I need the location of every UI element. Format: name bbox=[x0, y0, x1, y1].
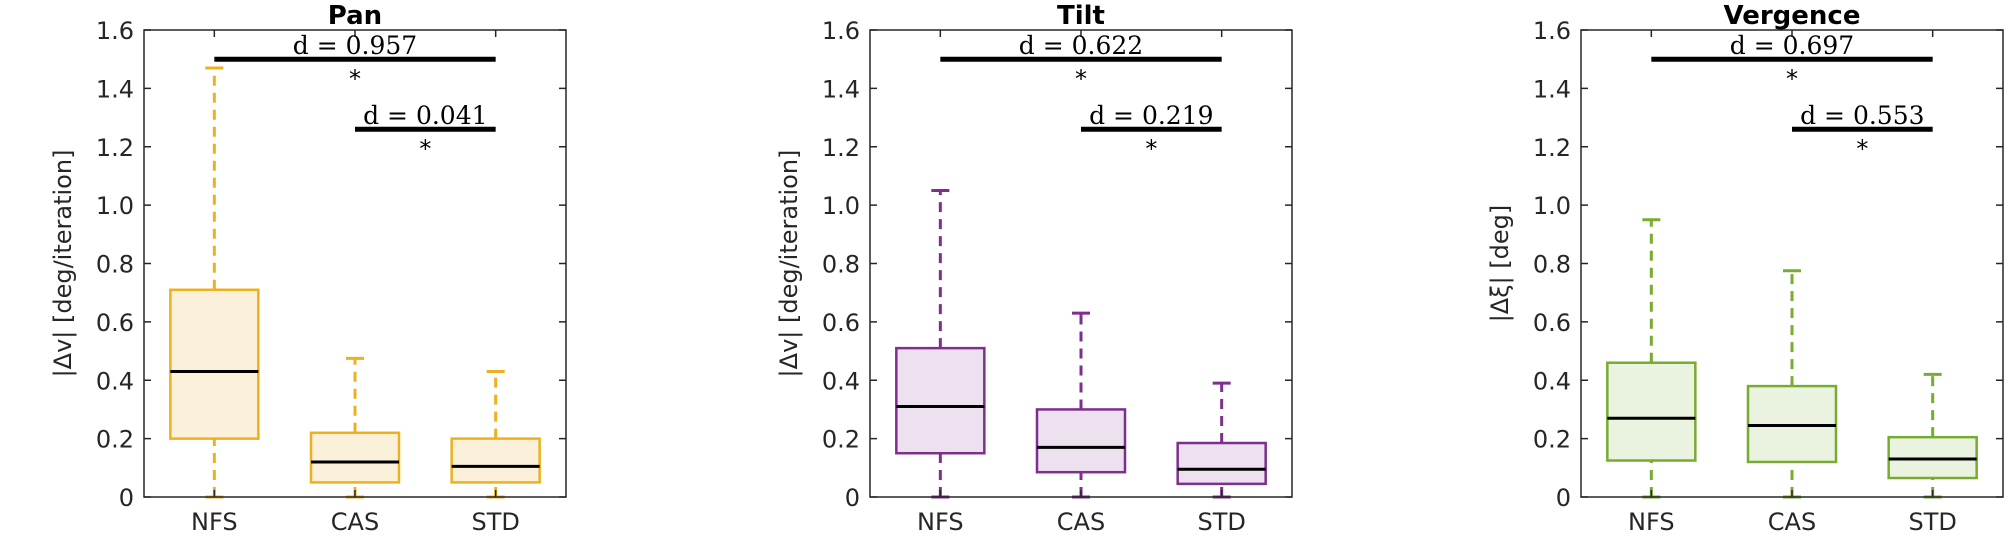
significance-star: * bbox=[1075, 65, 1087, 93]
y-tick-label: 1.6 bbox=[96, 17, 134, 45]
significance-effect-size: d = 0.622 bbox=[1019, 31, 1143, 60]
x-tick-label: CAS bbox=[1057, 508, 1105, 536]
y-tick-label: 0.6 bbox=[822, 309, 860, 337]
chart-panel-tilt: 0 0.2 0.4 0.6 0.8 1.0 1.2 1.4 1.6 NFS CAS STD Tilt |Δ… bbox=[775, 1, 1293, 536]
x-tick-label: STD bbox=[1197, 508, 1245, 536]
box-std bbox=[1887, 372, 1978, 499]
y-tick-label: 0.8 bbox=[822, 251, 860, 279]
y-tick-label: 0 bbox=[845, 484, 860, 512]
chart-title: Tilt bbox=[1057, 1, 1105, 31]
chart-title: Vergence bbox=[1724, 1, 1861, 31]
box-iqr bbox=[169, 288, 260, 440]
y-tick-label: 1.6 bbox=[822, 17, 860, 45]
x-tick-label: STD bbox=[1908, 508, 1956, 536]
box-nfs bbox=[895, 189, 986, 499]
box-iqr bbox=[309, 431, 401, 484]
significance-effect-size: d = 0.553 bbox=[1800, 101, 1924, 130]
box-cas bbox=[309, 356, 401, 499]
y-tick-label: 1.6 bbox=[1533, 17, 1571, 45]
chart-panel-pan: 0 0.2 0.4 0.6 0.8 1.0 1.2 1.4 1.6 NFS CAS STD Pan |Δv… bbox=[49, 1, 567, 536]
significance-effect-size: d = 0.697 bbox=[1730, 31, 1854, 60]
x-tick-label: NFS bbox=[1628, 508, 1675, 536]
box-iqr bbox=[1035, 408, 1127, 474]
y-tick-label: 0.8 bbox=[1533, 251, 1571, 279]
chart-title: Pan bbox=[328, 1, 382, 31]
x-tick-label: CAS bbox=[1768, 508, 1816, 536]
box-iqr bbox=[895, 346, 986, 455]
y-axis-label: |Δv| [deg/iteration] bbox=[49, 150, 77, 378]
box-cas bbox=[1035, 311, 1127, 499]
significance-effect-size: d = 0.957 bbox=[293, 31, 417, 60]
box-iqr bbox=[1606, 361, 1697, 462]
y-tick-label: 1.2 bbox=[96, 134, 134, 162]
significance-effect-size: d = 0.219 bbox=[1089, 101, 1213, 130]
y-tick-label: 1.0 bbox=[1533, 192, 1571, 220]
significance-star: * bbox=[1856, 135, 1868, 163]
y-tick-label: 0.8 bbox=[96, 251, 134, 279]
box-std bbox=[1176, 381, 1267, 499]
significance-star: * bbox=[1145, 135, 1157, 163]
y-axis-label: |Δv| [deg/iteration] bbox=[775, 150, 803, 378]
y-tick-label: 0.4 bbox=[96, 367, 134, 395]
y-tick-label: 0.2 bbox=[1533, 426, 1571, 454]
y-tick-label: 0.4 bbox=[822, 367, 860, 395]
box-iqr bbox=[1176, 441, 1267, 486]
y-tick-label: 1.0 bbox=[96, 192, 134, 220]
y-tick-label: 0.6 bbox=[1533, 309, 1571, 337]
x-tick-label: NFS bbox=[191, 508, 238, 536]
box-nfs bbox=[169, 66, 260, 499]
x-tick-label: CAS bbox=[331, 508, 379, 536]
x-tick-label: NFS bbox=[917, 508, 964, 536]
y-tick-label: 1.2 bbox=[1533, 134, 1571, 162]
y-tick-label: 1.0 bbox=[822, 192, 860, 220]
x-tick-label: STD bbox=[471, 508, 519, 536]
y-tick-label: 0.2 bbox=[96, 426, 134, 454]
y-tick-label: 0.6 bbox=[96, 309, 134, 337]
significance-star: * bbox=[419, 135, 431, 163]
significance-star: * bbox=[349, 65, 361, 93]
box-std bbox=[450, 369, 541, 499]
box-nfs bbox=[1606, 218, 1697, 499]
y-axis-label: |Δξ| [deg] bbox=[1486, 205, 1514, 323]
y-tick-label: 1.4 bbox=[822, 75, 860, 103]
significance-star: * bbox=[1786, 65, 1798, 93]
y-tick-label: 1.4 bbox=[1533, 75, 1571, 103]
y-tick-label: 0.4 bbox=[1533, 367, 1571, 395]
y-tick-label: 0 bbox=[119, 484, 134, 512]
y-tick-label: 1.2 bbox=[822, 134, 860, 162]
y-tick-label: 0 bbox=[1556, 484, 1571, 512]
box-cas bbox=[1746, 269, 1838, 499]
significance-effect-size: d = 0.041 bbox=[363, 101, 487, 130]
chart-panel-vergence: 0 0.2 0.4 0.6 0.8 1.0 1.2 1.4 1.6 NFS CAS STD Vergen… bbox=[1486, 1, 2004, 536]
y-tick-label: 0.2 bbox=[822, 426, 860, 454]
box-iqr bbox=[450, 437, 541, 484]
y-tick-label: 1.4 bbox=[96, 75, 134, 103]
